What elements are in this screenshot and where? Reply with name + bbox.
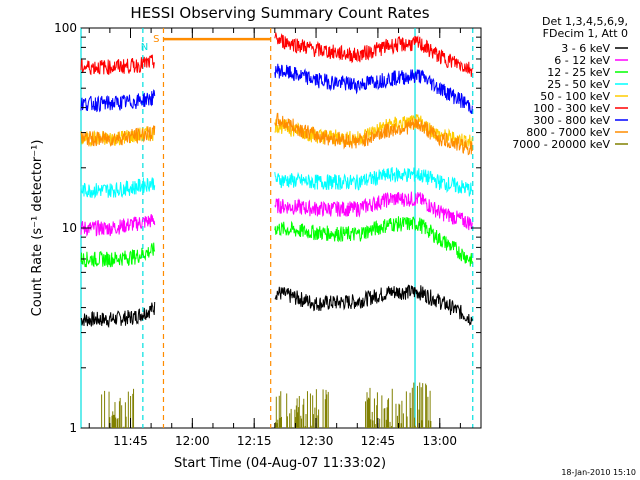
- data-line: [274, 284, 473, 327]
- series-3-6-keV: [80, 284, 473, 329]
- legend: Det 1,3,4,5,6,9,FDecim 1, Att 0 3 - 6 keV…: [512, 15, 628, 151]
- x-tick-label: 12:45: [361, 434, 396, 448]
- series-25-50-keV: [80, 167, 473, 199]
- legend-label: 12 - 25 keV: [547, 66, 610, 79]
- series-800-7000-keV: [80, 37, 473, 156]
- x-tick-label: 12:30: [299, 434, 334, 448]
- y-tick-label: 1: [69, 421, 77, 435]
- data-line: [274, 113, 473, 151]
- data-line: [274, 167, 473, 197]
- x-axis-label: Start Time (04-Aug-07 11:33:02): [174, 456, 386, 471]
- legend-label: 6 - 12 keV: [554, 54, 610, 67]
- data-line: [274, 216, 473, 267]
- data-line: [80, 89, 156, 113]
- legend-label: 50 - 100 keV: [540, 90, 610, 103]
- legend-label: 7000 - 20000 keV: [512, 138, 610, 151]
- vertical-markers: [80, 28, 474, 428]
- series-300-800-keV: [80, 63, 473, 114]
- chart-title: HESSI Observing Summary Count Rates: [130, 4, 429, 22]
- annotation-S: S: [153, 34, 159, 45]
- x-tick-label: 12:00: [175, 434, 210, 448]
- data-line: [80, 242, 156, 268]
- legend-label: 100 - 300 keV: [533, 102, 610, 115]
- legend-label: 300 - 800 keV: [533, 114, 610, 127]
- x-tick-label: 12:15: [237, 434, 272, 448]
- x-tick-label: 11:45: [113, 434, 148, 448]
- data-line: [274, 112, 473, 156]
- series-7000-20000-keV: [101, 382, 432, 428]
- data-line: [80, 54, 156, 76]
- legend-header: Det 1,3,4,5,6,9,: [542, 15, 628, 28]
- y-tick-label: 100: [54, 21, 77, 35]
- legend-label: 800 - 7000 keV: [526, 126, 610, 139]
- data-line: [80, 125, 156, 147]
- series-12-25-keV: [80, 216, 473, 268]
- data-line: [80, 213, 156, 237]
- series-6-12-keV: [80, 191, 473, 237]
- data-line: [274, 32, 473, 77]
- data-line: [274, 191, 473, 231]
- legend-label: 3 - 6 keV: [561, 42, 610, 55]
- data-line: [274, 63, 473, 114]
- data-line: [80, 177, 156, 199]
- y-axis-label: Count Rate (s⁻¹ detector⁻¹): [30, 140, 45, 317]
- y-axis: 1 10 100: [54, 21, 481, 435]
- footer-date: 18-Jan-2010 15:10: [561, 468, 636, 477]
- series-layer: [80, 32, 473, 428]
- y-tick-label: 10: [62, 221, 77, 235]
- series-100-300-keV: [80, 32, 473, 77]
- data-line: [80, 301, 156, 329]
- legend-label: 25 - 50 keV: [547, 78, 610, 91]
- x-axis: 11:45 12:00 12:15 12:30 12:45 13:00: [88, 28, 461, 448]
- annotations: SN: [141, 34, 160, 53]
- annotation-N: N: [141, 42, 148, 53]
- x-tick-label: 13:00: [422, 434, 457, 448]
- legend-header: FDecim 1, Att 0: [543, 27, 628, 40]
